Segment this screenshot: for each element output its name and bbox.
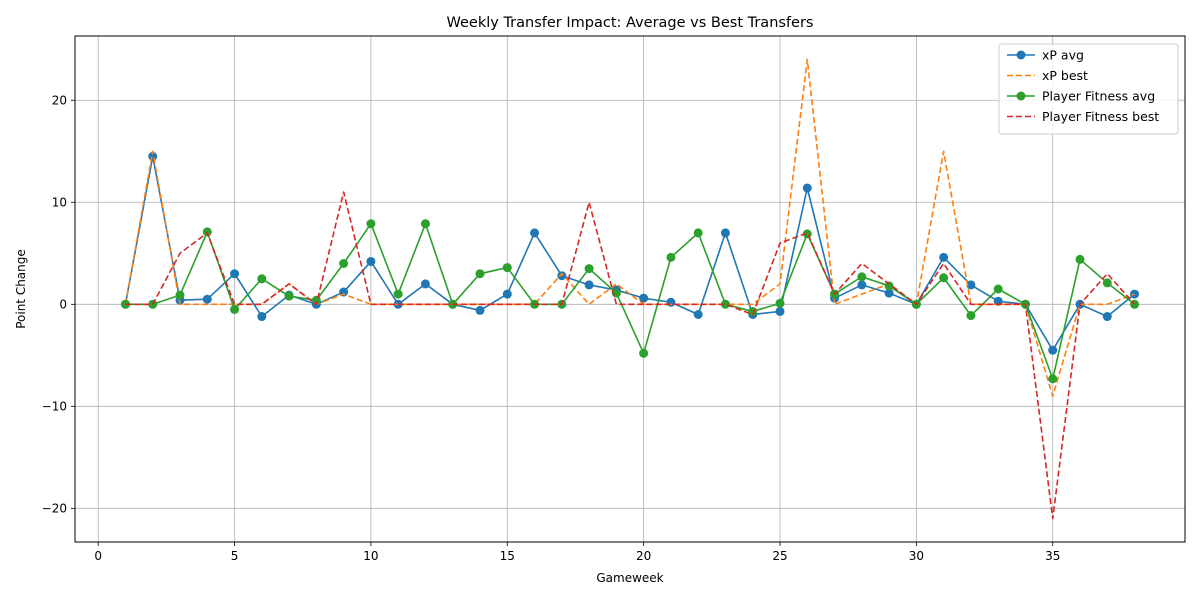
data-point [775, 298, 785, 308]
x-tick-label: 30 [909, 549, 924, 563]
data-point [693, 310, 703, 320]
data-point [993, 296, 1003, 306]
legend-label: Player Fitness avg [1042, 89, 1155, 104]
data-point [393, 289, 403, 299]
data-point [857, 280, 867, 290]
legend-label: xP avg [1042, 48, 1084, 63]
chart-title: Weekly Transfer Impact: Average vs Best … [447, 15, 814, 31]
data-point [993, 284, 1003, 294]
data-point [884, 288, 894, 298]
data-point [775, 306, 785, 316]
data-point [939, 273, 949, 283]
data-point [230, 269, 240, 279]
data-point [966, 311, 976, 321]
legend-item-xp-best: xP best [1007, 68, 1088, 83]
legend-label: xP best [1042, 68, 1088, 83]
y-axis-label: Point Change [14, 249, 28, 329]
x-tick-label: 10 [363, 549, 378, 563]
series-layer [120, 58, 1140, 520]
data-point [202, 227, 212, 237]
y-tick-label: 10 [52, 195, 67, 209]
legend-item-player-fitness-best: Player Fitness best [1007, 109, 1159, 124]
x-tick-label: 35 [1045, 549, 1060, 563]
series-player-fitness-avg [120, 219, 1140, 384]
series-player-fitness-best [125, 191, 1136, 520]
legend-item-xp-avg: xP avg [1007, 48, 1084, 63]
data-point [857, 272, 867, 282]
data-point [284, 291, 294, 301]
data-point [366, 256, 376, 266]
data-point [475, 269, 485, 279]
data-point [884, 281, 894, 291]
data-point [230, 304, 240, 314]
data-point [720, 228, 730, 238]
legend-marker [1016, 50, 1026, 60]
legend-label: Player Fitness best [1042, 109, 1159, 124]
data-point [502, 263, 512, 273]
x-tick-label: 5 [231, 549, 239, 563]
x-tick-label: 20 [636, 549, 651, 563]
data-point [666, 297, 676, 307]
data-point [1048, 345, 1058, 355]
data-point [420, 219, 430, 229]
data-point [1075, 254, 1085, 264]
series-line-player-fitness-avg [125, 222, 1136, 380]
data-point [530, 228, 540, 238]
y-tick-label: 0 [59, 297, 67, 311]
y-tick-label: −10 [42, 399, 67, 413]
data-point [1102, 312, 1112, 322]
data-point [584, 280, 594, 290]
x-axis-label: Gameweek [596, 571, 663, 585]
legend-item-player-fitness-avg: Player Fitness avg [1007, 89, 1155, 104]
data-point [1102, 278, 1112, 288]
series-line-player-fitness-best [125, 191, 1136, 520]
data-point [1048, 374, 1058, 384]
data-point [420, 279, 430, 289]
data-point [693, 228, 703, 238]
data-point [639, 348, 649, 358]
data-point [639, 293, 649, 303]
data-point [257, 312, 267, 322]
legend: xP avg xP best Player Fitness avg Player Fi… [998, 43, 1179, 135]
data-point [257, 274, 267, 284]
data-point [802, 183, 812, 193]
x-tick-label: 25 [772, 549, 787, 563]
data-point [202, 294, 212, 304]
data-point [584, 264, 594, 274]
data-point [666, 252, 676, 262]
ticks: 0 5 10 15 20 25 30 35 −20 −10 0 10 20 [42, 93, 1061, 563]
data-point [720, 299, 730, 309]
legend-box [998, 43, 1179, 135]
y-tick-label: 20 [52, 93, 67, 107]
data-point [339, 258, 349, 268]
data-point [557, 271, 567, 281]
data-point [366, 219, 376, 229]
data-point [475, 305, 485, 315]
legend-marker [1016, 91, 1026, 101]
y-tick-label: −20 [42, 501, 67, 515]
data-point [966, 280, 976, 290]
data-point [148, 151, 158, 161]
data-point [502, 289, 512, 299]
data-point [175, 290, 185, 300]
x-tick-label: 0 [94, 549, 102, 563]
data-point [939, 252, 949, 262]
x-tick-label: 15 [500, 549, 515, 563]
data-point [748, 306, 758, 316]
plot-frame [74, 35, 1186, 543]
